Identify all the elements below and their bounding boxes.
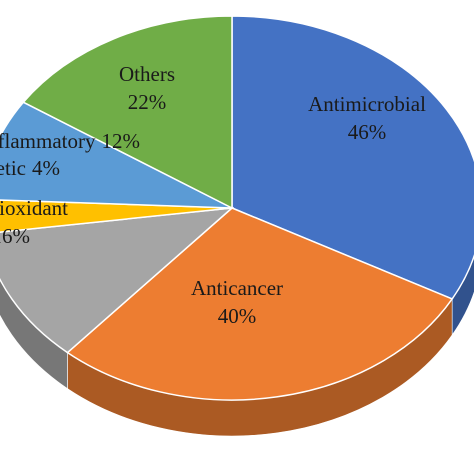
value-label: 12% <box>102 129 141 153</box>
pie-slice <box>0 199 233 233</box>
category-label: Antioxidant <box>0 196 68 220</box>
value-label: 46% <box>348 120 387 144</box>
category-label: Antidiabetic <box>0 156 26 180</box>
category-label: Antimicrobial <box>308 92 426 116</box>
category-label: Anticancer <box>191 276 283 300</box>
pie-slice <box>22 15 233 210</box>
pie-slice <box>231 15 474 300</box>
value-label: 16% <box>0 224 30 248</box>
category-label: Anti-inflammatory <box>0 129 96 153</box>
pie-slice <box>0 207 235 354</box>
value-label: 4% <box>32 156 60 180</box>
value-label: 22% <box>128 90 167 114</box>
pie-slice <box>0 101 233 209</box>
data-label: Anti-inflammatory12% <box>0 129 140 153</box>
pie-slice <box>66 207 454 401</box>
category-label: Others <box>119 62 175 86</box>
value-label: 40% <box>218 304 257 328</box>
data-label: Antidiabetic4% <box>0 156 60 180</box>
